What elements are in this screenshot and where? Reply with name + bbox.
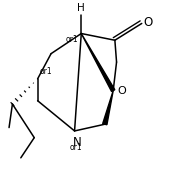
Text: H: H (77, 2, 85, 12)
Polygon shape (81, 33, 115, 92)
Text: O: O (143, 16, 153, 29)
Text: or1: or1 (39, 67, 52, 76)
Text: O: O (117, 86, 126, 96)
Text: or1: or1 (70, 143, 83, 152)
Text: N: N (73, 136, 81, 149)
Text: or1: or1 (65, 35, 78, 44)
Polygon shape (103, 91, 113, 125)
